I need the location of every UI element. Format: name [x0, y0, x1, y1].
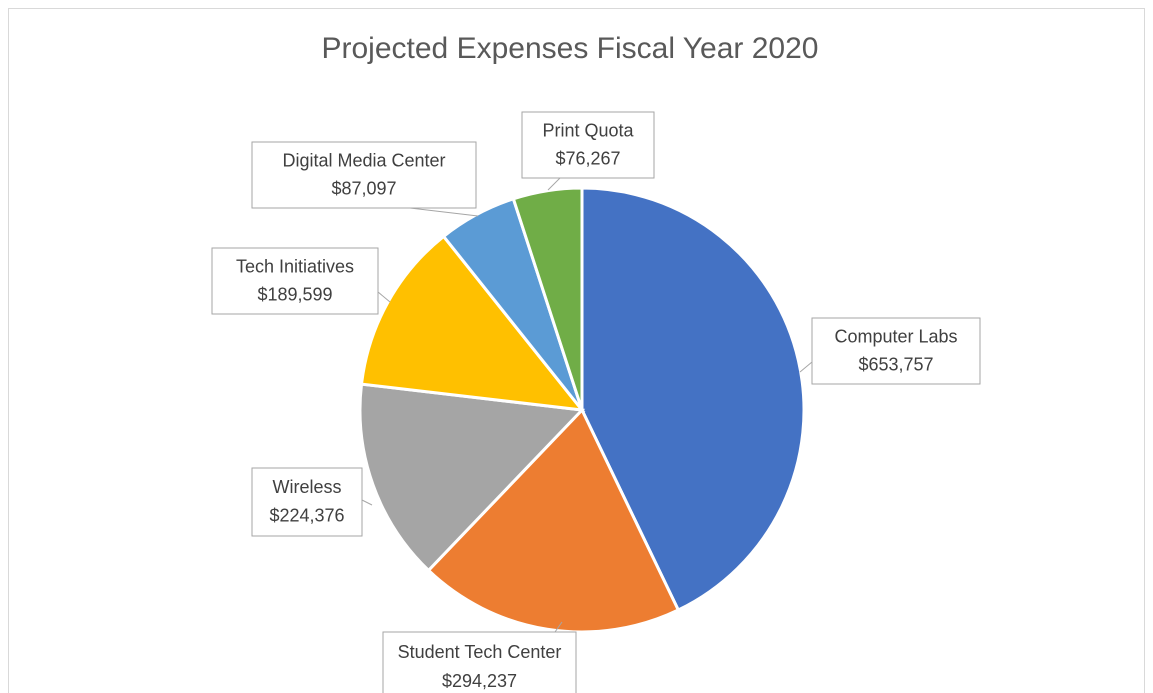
chart-title: Projected Expenses Fiscal Year 2020: [322, 32, 819, 65]
callout-box: [382, 631, 577, 693]
value-label: $87,097: [331, 178, 396, 198]
pie-slice: [426, 407, 681, 634]
leader-line: [409, 207, 479, 217]
pie-slice: [358, 382, 586, 573]
leader-line: [799, 361, 813, 373]
category-label: Print Quota: [542, 121, 634, 141]
category-label: Student Tech Center: [398, 642, 562, 662]
callout-box: [251, 467, 363, 537]
category-label: Computer Labs: [834, 327, 957, 347]
callout-box: [521, 111, 655, 179]
value-label: $224,376: [269, 506, 344, 526]
category-label: Wireless: [272, 477, 341, 497]
category-label: Tech Initiatives: [236, 257, 354, 277]
leader-line: [554, 621, 563, 633]
pie-slice: [359, 234, 586, 412]
callout-box: [811, 317, 981, 385]
callout-box: [251, 141, 477, 209]
callout-box: [211, 247, 379, 315]
pie-slice: [511, 186, 584, 411]
value-label: $294,237: [442, 671, 517, 691]
value-label: $189,599: [257, 284, 332, 304]
pie-slice: [580, 186, 806, 613]
value-label: $76,267: [555, 148, 620, 168]
leader-line: [547, 177, 561, 191]
category-label: Digital Media Center: [282, 151, 445, 171]
leader-line: [361, 499, 373, 506]
value-label: $653,757: [858, 354, 933, 374]
leader-line: [377, 291, 391, 303]
